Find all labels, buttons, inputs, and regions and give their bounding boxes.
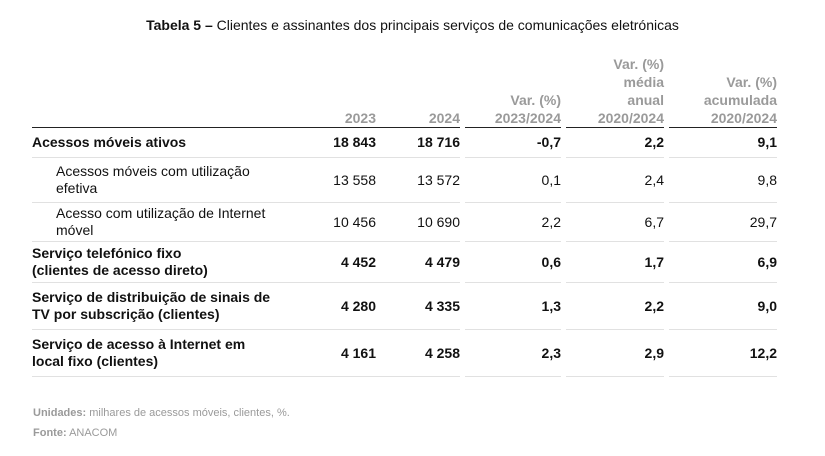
row-label: Serviço de acesso à Internet em local fix… [32, 330, 308, 377]
row-label: Acesso com utilização de Internet móvel [32, 203, 308, 242]
cell-var1: 0,1 [465, 158, 561, 203]
header-label-cell [32, 50, 308, 128]
cell-2023: 4 280 [308, 283, 376, 330]
data-table: 2023 2024 Var. (%) 2023/2024 Var. (%) mé… [32, 50, 777, 377]
cell-2023: 13 558 [308, 158, 376, 203]
header-2023: 2023 [308, 50, 376, 128]
cell-var1: 2,2 [465, 203, 561, 242]
cell-var1: 1,3 [465, 283, 561, 330]
cell-var3: 6,9 [669, 242, 777, 283]
cell-var3: 9,0 [669, 283, 777, 330]
header-var-acumulada: Var. (%) acumulada 2020/2024 [669, 50, 777, 128]
cell-var1: 0,6 [465, 242, 561, 283]
cell-var1: 2,3 [465, 330, 561, 377]
header-var-media-anual: Var. (%) média anual 2020/2024 [566, 50, 664, 128]
cell-var2: 2,4 [566, 158, 664, 203]
cell-2024: 18 716 [376, 128, 460, 158]
table-title-prefix: Tabela 5 – [146, 17, 213, 33]
cell-2024: 4 335 [376, 283, 460, 330]
cell-2024: 13 572 [376, 158, 460, 203]
cell-var2: 2,9 [566, 330, 664, 377]
cell-var3: 12,2 [669, 330, 777, 377]
row-label: Acessos móveis com utilização efetiva [32, 158, 308, 203]
table-title-text: Clientes e assinantes dos principais ser… [216, 17, 679, 33]
cell-2023: 10 456 [308, 203, 376, 242]
table-row: Serviço de acesso à Internet em local fix… [32, 330, 777, 377]
cell-var1: -0,7 [465, 128, 561, 158]
cell-var2: 6,7 [566, 203, 664, 242]
header-row: 2023 2024 Var. (%) 2023/2024 Var. (%) mé… [32, 50, 777, 128]
cell-2023: 4 161 [308, 330, 376, 377]
units-label: Unidades: [33, 407, 87, 419]
row-label: Serviço de distribuição de sinais de TV p… [32, 283, 308, 330]
cell-2023: 18 843 [308, 128, 376, 158]
table-row: Acessos móveis com utilização efetiva 13 … [32, 158, 777, 203]
cell-var3: 9,1 [669, 128, 777, 158]
cell-var2: 2,2 [566, 283, 664, 330]
cell-2023: 4 452 [308, 242, 376, 283]
row-label: Acessos móveis ativos [32, 128, 308, 158]
table-row: Serviço telefónico fixo (clientes de aces… [32, 242, 777, 283]
source-note: Fonte: ANACOM [33, 427, 117, 439]
cell-var3: 9,8 [669, 158, 777, 203]
row-label: Serviço telefónico fixo (clientes de aces… [32, 242, 308, 283]
source-text: ANACOM [69, 427, 118, 439]
cell-2024: 10 690 [376, 203, 460, 242]
header-var-2023-2024: Var. (%) 2023/2024 [465, 50, 561, 128]
cell-2024: 4 479 [376, 242, 460, 283]
table-row: Acessos móveis ativos 18 843 18 716 -0,7… [32, 128, 777, 158]
source-label: Fonte: [33, 427, 67, 439]
cell-var3: 29,7 [669, 203, 777, 242]
table-row: Serviço de distribuição de sinais de TV p… [32, 283, 777, 330]
table-row: Acesso com utilização de Internet móvel 1… [32, 203, 777, 242]
units-text: milhares de acessos móveis, clientes, %. [89, 407, 290, 419]
header-2024: 2024 [376, 50, 460, 128]
cell-var2: 1,7 [566, 242, 664, 283]
cell-var2: 2,2 [566, 128, 664, 158]
units-note: Unidades: milhares de acessos móveis, cl… [33, 407, 290, 419]
table-title: Tabela 5 – Clientes e assinantes dos pri… [0, 17, 825, 33]
cell-2024: 4 258 [376, 330, 460, 377]
